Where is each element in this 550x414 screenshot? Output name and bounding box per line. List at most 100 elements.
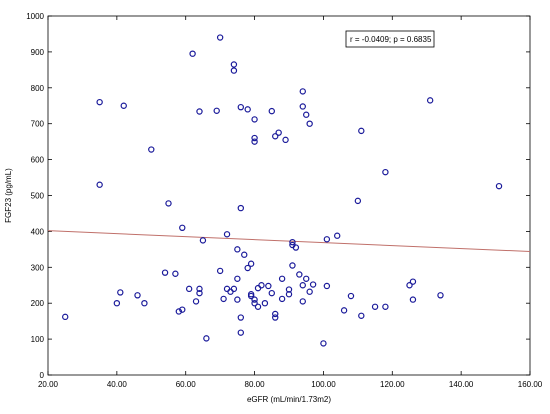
data-point (237, 204, 244, 212)
data-point (189, 50, 196, 57)
data-point (237, 329, 244, 336)
annotation-frame (345, 30, 435, 48)
data-point (161, 269, 169, 276)
data-point (203, 335, 210, 342)
data-point (261, 300, 269, 307)
data-point (216, 267, 224, 275)
plot-area: 20.00 40.00 60.00 80.00 100.00 120.00 140.00 16… (26, 12, 543, 389)
data-point (303, 275, 310, 282)
data-point (406, 282, 413, 289)
data-point (282, 136, 289, 144)
data-point (241, 251, 248, 258)
data-point (323, 236, 331, 243)
data-point (237, 314, 244, 321)
data-point (306, 120, 313, 127)
y-tick-label: 800 (31, 84, 45, 93)
data-point (196, 108, 203, 115)
data-point (247, 260, 255, 267)
data-point (230, 285, 238, 293)
x-tick-label: 140.00 (449, 380, 474, 389)
data-point (120, 102, 127, 109)
data-point (251, 116, 258, 123)
data-point (495, 182, 503, 190)
x-tick-label: 60.00 (176, 380, 197, 389)
data-point (247, 292, 255, 300)
data-point (265, 282, 272, 290)
data-point (285, 291, 293, 298)
x-tick-label: 120.00 (380, 380, 405, 389)
data-point (299, 88, 306, 95)
data-point (230, 61, 238, 68)
data-point (179, 224, 186, 232)
y-tick-label: 400 (31, 227, 45, 236)
data-point (179, 306, 186, 313)
data-point (323, 282, 331, 290)
data-point (306, 288, 313, 295)
y-tick-label: 0 (40, 371, 45, 380)
data-point (223, 231, 231, 238)
data-point (382, 168, 389, 176)
data-point (213, 107, 220, 114)
data-point (426, 97, 434, 104)
y-tick-label: 500 (31, 192, 45, 201)
data-point (303, 111, 310, 118)
x-tick-label: 160.00 (518, 380, 543, 389)
x-axis-title: eGFR (mL/min/1.73m2) (247, 395, 331, 404)
data-point (62, 313, 69, 321)
data-point (289, 238, 296, 246)
y-tick-label: 100 (31, 335, 45, 344)
data-point (299, 298, 306, 305)
data-point (185, 285, 193, 293)
data-point (340, 307, 348, 314)
x-tick-label: 40.00 (107, 380, 128, 389)
y-tick-label: 1000 (26, 12, 44, 21)
data-point (113, 300, 121, 307)
y-tick-label: 900 (31, 48, 45, 57)
y-tick-label: 300 (31, 263, 45, 272)
data-point (96, 98, 103, 106)
data-point (244, 264, 251, 272)
data-point (278, 275, 286, 282)
data-point (272, 310, 279, 318)
data-point (437, 292, 444, 299)
data-point (272, 133, 279, 140)
regression-line (47, 230, 531, 253)
data-point (320, 340, 327, 347)
data-point (254, 303, 262, 310)
data-point (272, 314, 279, 321)
data-point (192, 298, 200, 305)
data-point (299, 103, 306, 110)
data-point (268, 107, 275, 115)
y-tick-label: 600 (31, 156, 45, 165)
data-point (258, 282, 265, 289)
data-point (299, 282, 306, 289)
data-point (96, 181, 103, 188)
data-point (220, 295, 227, 303)
data-point (234, 246, 241, 253)
data-point (334, 232, 341, 239)
y-tick-label: 700 (31, 120, 45, 129)
x-tick-label: 80.00 (245, 380, 266, 389)
data-point (141, 300, 148, 307)
data-point (175, 308, 183, 315)
data-point (354, 197, 362, 205)
data-point (371, 303, 379, 310)
data-point (117, 289, 124, 296)
data-point (196, 289, 203, 297)
data-point (165, 200, 172, 207)
data-point (234, 296, 241, 303)
data-point (251, 300, 258, 307)
data-point (382, 303, 389, 310)
data-point (251, 134, 258, 142)
data-point (230, 67, 238, 74)
data-point (409, 296, 417, 303)
data-point (234, 275, 241, 282)
y-axis-title: FGF23 (pg/mL) (4, 168, 13, 223)
data-point (409, 278, 417, 285)
data-point (275, 129, 282, 136)
data-point (268, 289, 275, 297)
x-tick-label: 20.00 (38, 380, 59, 389)
